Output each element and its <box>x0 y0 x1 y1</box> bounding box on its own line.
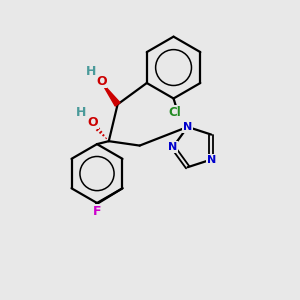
Text: N: N <box>183 122 192 132</box>
Text: H: H <box>86 64 96 78</box>
Text: N: N <box>207 154 216 164</box>
Text: N: N <box>168 142 178 152</box>
Text: Cl: Cl <box>169 106 182 119</box>
Polygon shape <box>101 82 120 106</box>
Text: H: H <box>76 106 86 119</box>
Text: F: F <box>93 205 101 218</box>
Text: O: O <box>96 75 107 88</box>
Text: O: O <box>87 116 98 129</box>
